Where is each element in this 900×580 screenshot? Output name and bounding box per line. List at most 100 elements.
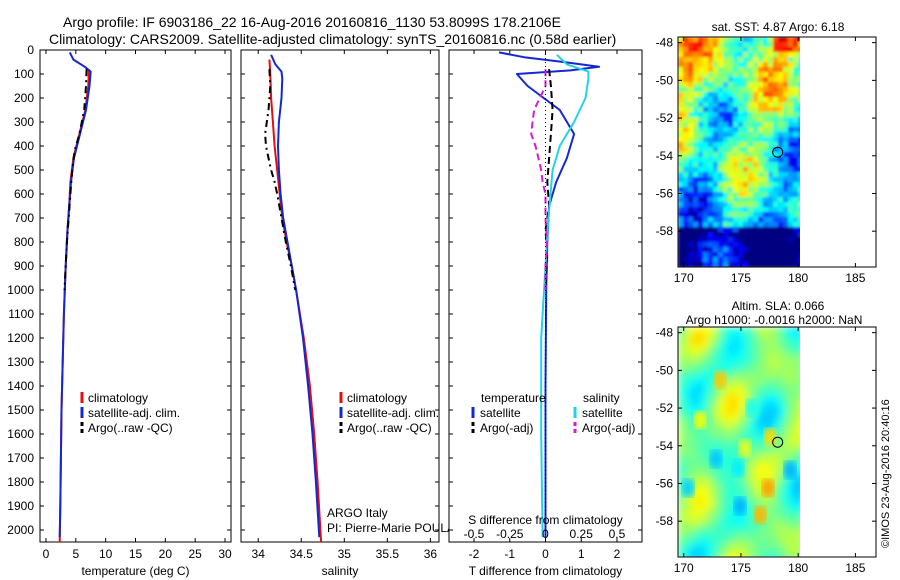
map-cell [678, 37, 684, 43]
map-cell [683, 242, 689, 248]
map-cell [768, 102, 774, 108]
map-cell [774, 381, 781, 388]
map-cell [738, 112, 744, 118]
map-cell [720, 477, 727, 484]
profile-panel-3: -2 -1 0 1 2T difference from climatologytemp… [448, 49, 643, 578]
map-cell [708, 537, 715, 544]
map-cell [768, 117, 774, 123]
map-cell [753, 77, 759, 83]
map-cell [753, 167, 759, 173]
map-cell [732, 543, 739, 550]
map-cell [763, 57, 769, 63]
map-cell [698, 107, 704, 113]
map-cell [763, 142, 769, 148]
map-cell [688, 252, 694, 258]
map-cell [720, 525, 727, 532]
map-cell [693, 72, 699, 78]
map-cell [768, 555, 775, 557]
map-cell [708, 172, 714, 178]
map-cell [683, 222, 689, 228]
map-cell [723, 87, 729, 93]
map-cell [708, 435, 715, 442]
map-cell [774, 453, 781, 460]
map-cell [688, 197, 694, 203]
map-cell [726, 357, 733, 364]
map-cell [798, 212, 800, 218]
map-cell [793, 92, 799, 98]
map-cell [744, 393, 751, 400]
map-cell [756, 471, 763, 478]
legend-label: satellite [582, 406, 623, 420]
map-cell [778, 167, 784, 173]
map-cell [744, 471, 751, 478]
map-cell [720, 351, 727, 358]
map-cell [696, 393, 703, 400]
map-cell [678, 47, 684, 53]
map-cell [763, 222, 769, 228]
map-cell [683, 147, 689, 153]
map-cell [756, 399, 763, 406]
map-cell [773, 42, 779, 48]
map-cell [703, 122, 709, 128]
map-cell [778, 112, 784, 118]
map-cell [683, 162, 689, 168]
map-cell [758, 82, 764, 88]
map-cell [683, 142, 689, 148]
map-cell [748, 87, 754, 93]
map-cell [703, 242, 709, 248]
map-cell [720, 519, 727, 526]
map-cell [678, 137, 684, 143]
map-cell [762, 543, 769, 550]
map-cell [768, 37, 774, 43]
map-cell [726, 555, 733, 557]
map-cell [696, 543, 703, 550]
map-cell [793, 82, 799, 88]
map-cell [798, 107, 800, 113]
legend-header: temperature [481, 391, 546, 405]
map-cell [786, 507, 793, 514]
map-cell [778, 187, 784, 193]
map-cell [718, 192, 724, 198]
map-cell [678, 417, 685, 424]
map-cell [728, 72, 734, 78]
map-cell [726, 549, 733, 556]
map-cell [798, 147, 800, 153]
x-tick-label-top: 0.5 [609, 527, 626, 541]
y-tick-label: 1600 [7, 427, 34, 441]
map-cell [718, 42, 724, 48]
map-cell [744, 429, 751, 436]
map-cell [773, 197, 779, 203]
map-cell [753, 207, 759, 213]
map-cell [753, 172, 759, 178]
map-eddy [761, 478, 775, 498]
map-cell [678, 459, 685, 466]
map-cell [753, 242, 759, 248]
map-cell [713, 82, 719, 88]
map-cell [793, 162, 799, 168]
map-cell [708, 157, 714, 163]
map-cell [703, 72, 709, 78]
map-cell [798, 122, 800, 128]
map-cell [702, 327, 709, 334]
map-cell [708, 411, 715, 418]
map-cell [763, 242, 769, 248]
profile-location-marker [772, 146, 784, 158]
map-cell [788, 137, 794, 143]
map-cell [714, 411, 721, 418]
map-cell [690, 549, 697, 556]
map-cell [678, 187, 684, 193]
map-cell [756, 417, 763, 424]
map-cell [683, 247, 689, 253]
map-cell [708, 87, 714, 93]
map-cell [780, 441, 787, 448]
map-cell [793, 42, 799, 48]
map-cell [738, 162, 744, 168]
map-cell [768, 187, 774, 193]
map-cell [793, 242, 799, 248]
map-cell [783, 202, 789, 208]
map-cell [698, 262, 704, 267]
map-cell [798, 97, 800, 103]
map-cell [738, 207, 744, 213]
map-cell [678, 212, 684, 218]
map-cell [696, 363, 703, 370]
